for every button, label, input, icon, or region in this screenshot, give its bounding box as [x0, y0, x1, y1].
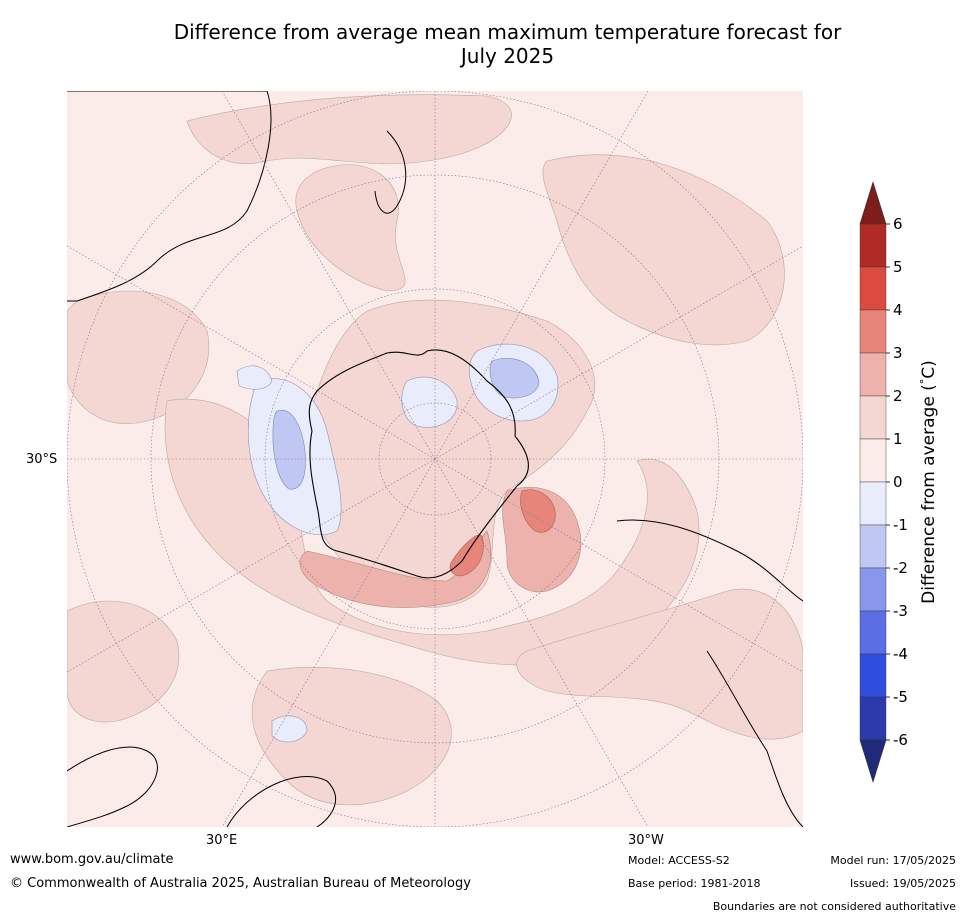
anomaly-m2-m1-regions — [272, 357, 540, 490]
footer-base-period: Base period: 1981-2018 — [628, 877, 761, 890]
colorbar-label: Difference from average (°C) — [918, 360, 939, 604]
colorbar-segment-m6_m5 — [859, 696, 887, 741]
footer-model: Model: ACCESS-S2 — [628, 854, 730, 867]
polar-map — [67, 91, 803, 827]
colorbar-segment-2_3 — [859, 352, 887, 397]
colorbar-segment-1_2 — [859, 395, 887, 440]
title-line-2: July 2025 — [460, 44, 555, 68]
anomaly-2-3-regions — [299, 487, 581, 608]
colorbar-tick-label: 4 — [893, 301, 903, 319]
colorbar-segment-m2_m1 — [859, 524, 887, 569]
colorbar-ticks: 6 5 4 3 2 1 0 -1 -2 -3 -4 -5 -6 — [886, 215, 908, 749]
anomaly-1-2-regions — [67, 94, 803, 806]
colorbar-tick-label: 2 — [893, 387, 903, 405]
colorbar-segments — [859, 180, 887, 784]
title-line-1: Difference from average mean maximum tem… — [173, 20, 842, 44]
lon-label-30e: 30°E — [206, 833, 238, 848]
graticule-meridians — [67, 91, 803, 827]
colorbar-tick-label: -3 — [893, 602, 908, 620]
footer-copyright: © Commonwealth of Australia 2025, Austra… — [10, 876, 471, 891]
colorbar-extend-bottom — [859, 739, 887, 784]
continental-coastlines — [67, 91, 803, 827]
colorbar-segment-3_4 — [859, 309, 887, 354]
colorbar-segment-0_1 — [859, 438, 887, 483]
colorbar-tick-label: 5 — [893, 258, 903, 276]
lon-label-30w: 30°W — [628, 833, 664, 848]
colorbar-segment-4_5 — [859, 266, 887, 311]
footer-issued: Issued: 19/05/2025 — [849, 877, 956, 890]
antarctica-coastline — [308, 349, 529, 579]
colorbar-tick-label: -4 — [893, 645, 908, 663]
footer-boundaries: Boundaries are not considered authoritat… — [712, 900, 956, 913]
colorbar-tick-label: -1 — [893, 516, 908, 534]
colorbar-segment-m4_m3 — [859, 610, 887, 655]
colorbar-segment-m1_0 — [859, 481, 887, 526]
colorbar-segment-5_6 — [859, 223, 887, 268]
colorbar-segment-m5_m4 — [859, 653, 887, 698]
colorbar-tick-label: -2 — [893, 559, 908, 577]
footer-model-run: Model run: 17/05/2025 — [830, 854, 956, 867]
colorbar-segment-m3_m2 — [859, 567, 887, 612]
map-title: Difference from average mean maximum tem… — [60, 20, 955, 68]
anomaly-3-4-regions — [449, 489, 556, 577]
lat-label-30s: 30°S — [26, 452, 58, 467]
colorbar-tick-label: 0 — [893, 473, 903, 491]
colorbar-tick-label: 3 — [893, 344, 903, 362]
colorbar-tick-label: 6 — [893, 215, 903, 233]
colorbar-tick-label: -6 — [893, 731, 908, 749]
footer-url[interactable]: www.bom.gov.au/climate — [10, 852, 174, 867]
colorbar-extend-top — [859, 180, 887, 225]
colorbar-tick-label: 1 — [893, 430, 903, 448]
colorbar-tick-label: -5 — [893, 688, 908, 706]
